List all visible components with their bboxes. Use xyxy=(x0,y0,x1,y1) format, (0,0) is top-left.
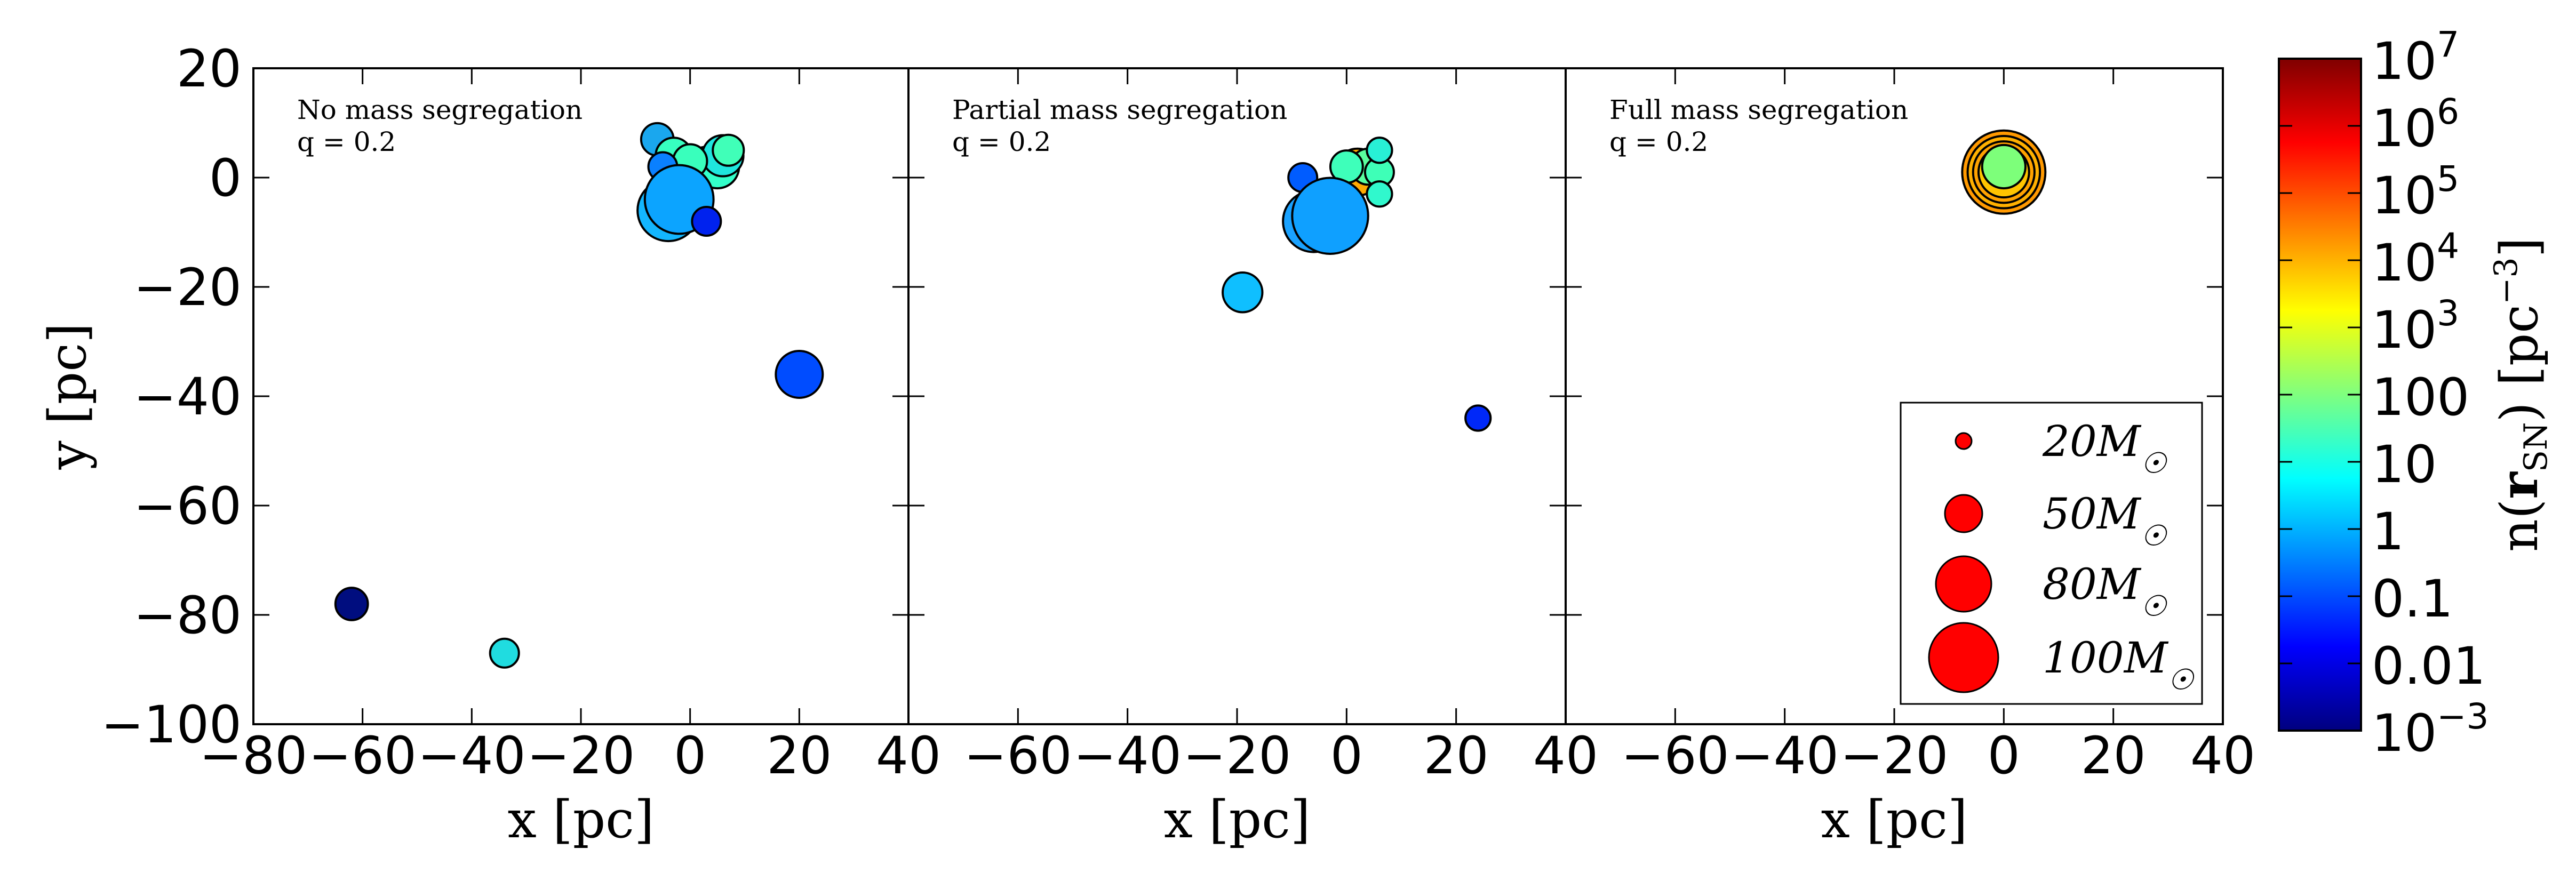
colorbar-tick-label: 1 xyxy=(2372,502,2404,562)
x-tick-label: 20 xyxy=(2081,726,2146,786)
data-point xyxy=(1981,143,2027,190)
x-tick-label: −40 xyxy=(418,726,526,786)
y-tick-label: −60 xyxy=(133,476,242,536)
colorbar-tick-label: 106 xyxy=(2372,91,2459,158)
y-tick-label: 20 xyxy=(177,39,242,99)
data-point xyxy=(775,350,824,399)
x-tick-label: −80 xyxy=(200,726,308,786)
x-tick-label: −40 xyxy=(1073,726,1182,786)
panel-annotation: Full mass segregation xyxy=(1609,94,1908,125)
scatter-points xyxy=(1961,129,2047,215)
y-axis-label: y [pc] xyxy=(38,323,98,470)
colorbar-tick-label: 0.01 xyxy=(2372,636,2486,696)
x-tick-label: 0 xyxy=(674,726,706,786)
colorbar-tick-label: 103 xyxy=(2372,293,2459,360)
x-axis-label: x [pc] xyxy=(508,790,655,850)
x-axis-label: x [pc] xyxy=(1164,790,1311,850)
x-tick-label: 20 xyxy=(767,726,832,786)
colorbar-gradient xyxy=(2278,58,2362,732)
data-point xyxy=(489,637,520,669)
data-point xyxy=(1366,180,1393,208)
data-point xyxy=(1222,271,1264,314)
data-point xyxy=(1291,177,1369,255)
legend-marker xyxy=(1935,555,1992,613)
colorbar-tick-label: 104 xyxy=(2372,226,2459,293)
panel-annotation: q = 0.2 xyxy=(1609,126,1708,157)
x-tick-label: −20 xyxy=(527,726,635,786)
colorbar-tick-label: 0.1 xyxy=(2372,569,2453,629)
x-tick-label: −60 xyxy=(308,726,417,786)
colorbar-tick-label: 107 xyxy=(2372,24,2459,91)
colorbar-tick-label: 105 xyxy=(2372,158,2459,226)
x-tick-label: 0 xyxy=(1330,726,1363,786)
legend: 20M☉50M☉80M☉100M☉ xyxy=(1900,402,2203,705)
x-axis-label: x [pc] xyxy=(1821,790,1968,850)
x-tick-label: 40 xyxy=(876,726,941,786)
y-tick-label: −20 xyxy=(133,258,242,317)
data-point xyxy=(1464,404,1492,432)
y-tick-label: 0 xyxy=(209,148,242,208)
panel-2: −60 −40 −20 0 20 40 x [pc] Partial mass segrega… xyxy=(907,67,1598,850)
data-point xyxy=(691,206,722,237)
y-tick-label: −100 xyxy=(101,695,242,755)
colorbar-tick-label: 10−3 xyxy=(2372,696,2489,763)
colorbar-tick-label: 100 xyxy=(2372,367,2469,427)
x-tick-label: 40 xyxy=(1533,726,1598,786)
data-point xyxy=(712,133,745,167)
scatter-points xyxy=(1222,137,1492,432)
x-tick-label: −60 xyxy=(964,726,1072,786)
panel-annotation: q = 0.2 xyxy=(297,126,396,157)
x-tick-label: 0 xyxy=(1988,726,2020,786)
x-tick-label: 20 xyxy=(1424,726,1489,786)
x-tick-label: −40 xyxy=(1730,726,1839,786)
data-point xyxy=(334,587,369,621)
panel-annotation: q = 0.2 xyxy=(952,126,1051,157)
legend-marker xyxy=(1944,494,1983,533)
colorbar-tick-label: 10 xyxy=(2372,435,2437,494)
legend-marker xyxy=(1955,432,1973,450)
scatter-points xyxy=(334,122,824,669)
x-tick-label: −60 xyxy=(1621,726,1729,786)
x-tick-label: −20 xyxy=(1183,726,1291,786)
data-point xyxy=(1366,137,1393,164)
x-tick-label: 40 xyxy=(2190,726,2255,786)
panel-annotation: Partial mass segregation xyxy=(952,94,1287,125)
x-tick-label: −20 xyxy=(1840,726,1949,786)
panel-1: −80 −60 −40 −20 0 20 40x [pc]200−20−40−60−80−1… xyxy=(38,39,941,850)
legend-marker xyxy=(1928,622,1999,693)
panel-3: −60 −40 −20 0 20 40 x [pc] Full mass segregatio… xyxy=(1565,67,2255,850)
colorbar-label: n(rSN) [pc−3] xyxy=(2487,237,2555,552)
plot-frame xyxy=(907,67,1567,725)
y-tick-label: −40 xyxy=(133,367,242,427)
y-tick-label: −80 xyxy=(133,586,242,645)
panel-annotation: No mass segregation xyxy=(297,94,583,125)
